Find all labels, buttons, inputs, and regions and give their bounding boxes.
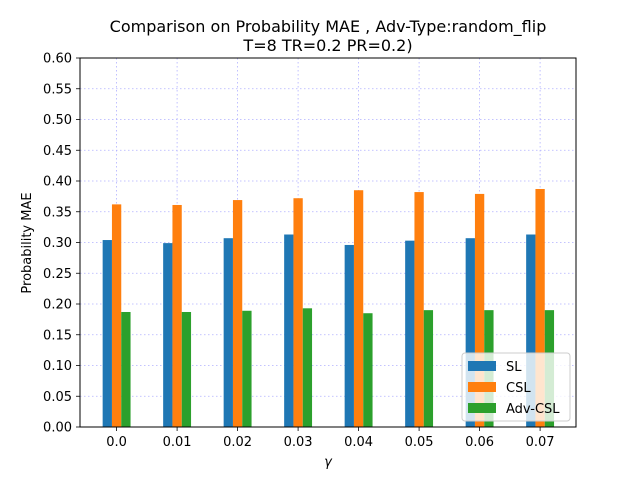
x-tick-label: 0.06 <box>465 435 494 450</box>
bar-sl-6 <box>465 238 475 427</box>
x-tick-label: 0.02 <box>223 435 252 450</box>
legend-label-sl: SL <box>506 360 522 375</box>
legend: SL CSL Adv-CSL <box>461 352 571 422</box>
legend-swatch-csl <box>468 382 496 392</box>
x-axis-label: γ <box>324 455 333 470</box>
bar-csl-0 <box>111 204 122 427</box>
y-tick-label: 0.60 <box>43 52 72 67</box>
bar-adv-csl-1 <box>181 311 192 427</box>
bar-csl-7 <box>535 188 545 427</box>
y-tick-label: 0.35 <box>43 205 72 220</box>
y-tick-label: 0.10 <box>43 359 72 374</box>
y-tick-label: 0.45 <box>43 144 72 159</box>
bar-csl-2 <box>232 200 243 427</box>
legend-label-csl: CSL <box>506 381 531 396</box>
x-tick-label: 0.03 <box>284 435 313 450</box>
bar-sl-0 <box>102 240 112 427</box>
y-tick-label: 0.40 <box>43 175 72 190</box>
bar-sl-4 <box>344 244 354 427</box>
legend-swatch-sl <box>468 361 496 371</box>
bar-csl-3 <box>293 198 303 427</box>
bar-csl-6 <box>474 193 485 427</box>
x-tick-label: 0.0 <box>106 435 127 450</box>
bar-csl-4 <box>353 190 364 427</box>
bar-adv-csl-0 <box>121 311 131 427</box>
bar-adv-csl-4 <box>363 313 373 427</box>
y-tick-label: 0.50 <box>43 113 72 128</box>
y-tick-label: 0.20 <box>43 298 72 313</box>
bar-adv-csl-3 <box>302 308 313 427</box>
x-tick-label: 0.05 <box>405 435 434 450</box>
y-tick-label: 0.55 <box>43 82 72 97</box>
x-tick-label: 0.01 <box>163 435 192 450</box>
y-tick-label: 0.15 <box>43 328 72 343</box>
y-tick-label: 0.30 <box>43 236 72 251</box>
y-axis-label: Probability MAE <box>20 192 35 293</box>
y-tick-label: 0.25 <box>43 267 72 282</box>
y-tick-label: 0.05 <box>43 390 72 405</box>
x-tick-label: 0.07 <box>526 435 555 450</box>
bar-sl-5 <box>405 240 415 427</box>
bar-sl-1 <box>163 243 173 427</box>
bar-adv-csl-2 <box>242 310 252 427</box>
legend-swatch-adv-csl <box>468 403 496 413</box>
y-tick-label: 0.00 <box>43 421 72 436</box>
chart-subtitle: T=8 TR=0.2 PR=0.2) <box>242 36 412 55</box>
x-tick-label: 0.04 <box>344 435 373 450</box>
bar-csl-5 <box>414 192 424 427</box>
y-axis: 0.00 0.05 0.10 0.15 0.20 0.25 0.30 0.35 0.40 0.45… <box>43 52 80 436</box>
bar-sl-2 <box>223 238 233 427</box>
bar-sl-3 <box>284 234 294 427</box>
bar-adv-csl-5 <box>423 310 434 427</box>
x-axis: 0.0 0.01 0.02 0.03 0.04 0.05 0.06 0.07 <box>106 427 555 450</box>
bars <box>102 188 555 427</box>
bar-csl-1 <box>172 204 182 427</box>
chart-title: Comparison on Probability MAE , Adv-Type… <box>110 17 547 37</box>
legend-label-adv-csl: Adv-CSL <box>506 402 560 417</box>
bar-sl-7 <box>526 234 536 427</box>
